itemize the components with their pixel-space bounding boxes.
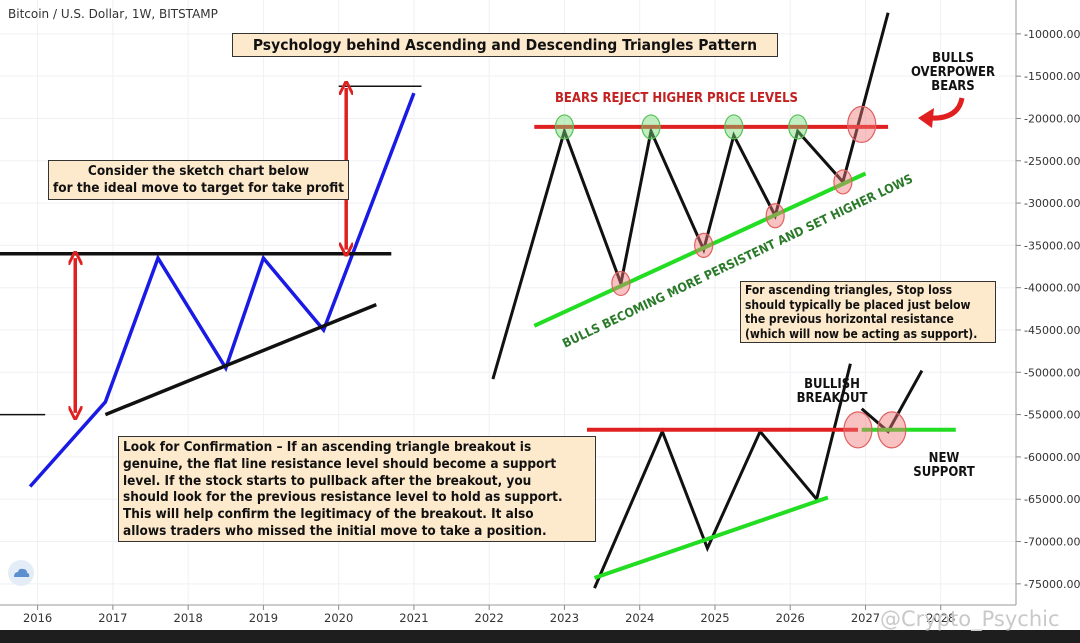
- touch-circle: [554, 114, 575, 140]
- sketch-note-line-2: for the ideal move to target for take pr…: [52, 180, 345, 196]
- tradingview-logo[interactable]: [8, 560, 34, 586]
- touch-circle: [765, 203, 785, 229]
- y-tick-label: -45000.00: [1024, 324, 1080, 337]
- confirmation-line-5: This will help confirm the legitimacy of…: [123, 506, 534, 523]
- touch-circle: [694, 232, 714, 258]
- series-left-support: [104, 302, 377, 417]
- symbol-header: Bitcoin / U.S. Dollar, 1W, BITSTAMP: [8, 7, 218, 21]
- y-tick-label: -15000.00: [1024, 70, 1080, 83]
- new-support-label: NEW: [929, 451, 960, 466]
- confirmation-note: Look for Confirmation – If an ascending …: [118, 436, 596, 542]
- y-tick-label: -75000.00: [1024, 578, 1080, 591]
- touch-circle: [611, 270, 631, 297]
- stoploss-line-2: should typically be placed just below: [745, 297, 971, 312]
- stoploss-line-1: For ascending triangles, Stop loss: [745, 283, 953, 297]
- confirmation-line-2: genuine, the flat line resistance level …: [123, 455, 557, 472]
- x-tick-label: 2019: [249, 611, 278, 625]
- y-tick-label: -65000.00: [1024, 493, 1080, 506]
- bulls-overpower-label: BULLS: [932, 51, 974, 66]
- new-support-label: SUPPORT: [913, 465, 974, 480]
- chart-title: Psychology behind Ascending and Descendi…: [232, 33, 778, 57]
- y-tick-label: -30000.00: [1024, 197, 1080, 210]
- series-bottom-right-path: [593, 363, 852, 589]
- x-tick-label: 2021: [399, 611, 428, 625]
- y-tick-label: -20000.00: [1024, 112, 1080, 125]
- x-tick-label: 2025: [700, 611, 729, 625]
- series-top-right-path: [491, 12, 890, 380]
- x-tick-label: 2017: [98, 611, 127, 625]
- axes: -10000.00 -15000.00 -20000.00 -25000.00 -300…: [0, 0, 1080, 625]
- x-tick-label: 2027: [851, 611, 880, 625]
- touch-circle: [724, 114, 744, 140]
- touch-circle: [877, 411, 907, 449]
- bullish-breakout-label: BULLISH: [804, 377, 860, 392]
- x-tick-label: 2020: [324, 611, 353, 625]
- y-tick-label: -55000.00: [1024, 409, 1080, 422]
- touch-circle: [641, 114, 661, 140]
- x-tick-label: 2028: [926, 611, 955, 625]
- y-tick-label: -10000.00: [1024, 28, 1080, 41]
- cloud-icon: [14, 568, 30, 577]
- bears-reject-label: BEARS REJECT HIGHER PRICE LEVELS: [555, 91, 798, 106]
- x-tick-label: 2018: [174, 611, 203, 625]
- x-tick-label: 2026: [776, 611, 805, 625]
- y-tick-label: -25000.00: [1024, 155, 1080, 168]
- curved-arrow-head: [918, 108, 934, 128]
- confirmation-line-6: allows traders who missed the initial mo…: [123, 522, 547, 539]
- x-tick-label: 2022: [475, 611, 504, 625]
- touch-circle: [843, 411, 873, 449]
- stoploss-line-3: the previous horizontal resistance: [745, 312, 954, 326]
- touch-circle: [833, 169, 853, 195]
- y-tick-label: -70000.00: [1024, 536, 1080, 549]
- touch-circle: [847, 105, 877, 143]
- stoploss-line-4: (which will now be acting as support).: [745, 326, 978, 341]
- bulls-overpower-label: BEARS: [931, 79, 974, 94]
- y-tick-label: -35000.00: [1024, 239, 1080, 252]
- y-tick-label: -50000.00: [1024, 366, 1080, 379]
- bullish-breakout-label: BREAKOUT: [797, 391, 868, 406]
- watermark: @Crypto_Psychic: [880, 607, 1060, 631]
- bulls-overpower-label: OVERPOWER: [911, 65, 995, 80]
- confirmation-line-1: Look for Confirmation – If an ascending …: [123, 439, 532, 455]
- touch-circle: [788, 114, 808, 140]
- bottom-bar: [0, 630, 1080, 643]
- confirmation-line-3: level. If the stock starts to pullback a…: [123, 472, 532, 489]
- series-bottom-right-support: [593, 495, 829, 580]
- confirmation-line-4: should look for the previous resistance …: [123, 489, 563, 506]
- x-tick-label: 2024: [625, 611, 654, 625]
- stoploss-note: For ascending triangles, Stop loss shoul…: [740, 281, 996, 343]
- x-tick-label: 2023: [550, 611, 579, 625]
- series-top-right-support: [533, 171, 867, 328]
- x-tick-label: 2016: [23, 611, 52, 625]
- y-tick-label: -60000.00: [1024, 451, 1080, 464]
- sketch-note: Consider the sketch chart below for the …: [48, 160, 349, 200]
- sketch-note-line-1: Consider the sketch chart below: [87, 163, 310, 179]
- chart-title-text: Psychology behind Ascending and Descendi…: [252, 36, 758, 54]
- y-tick-label: -40000.00: [1024, 282, 1080, 295]
- series-left-blue-path: [28, 92, 416, 488]
